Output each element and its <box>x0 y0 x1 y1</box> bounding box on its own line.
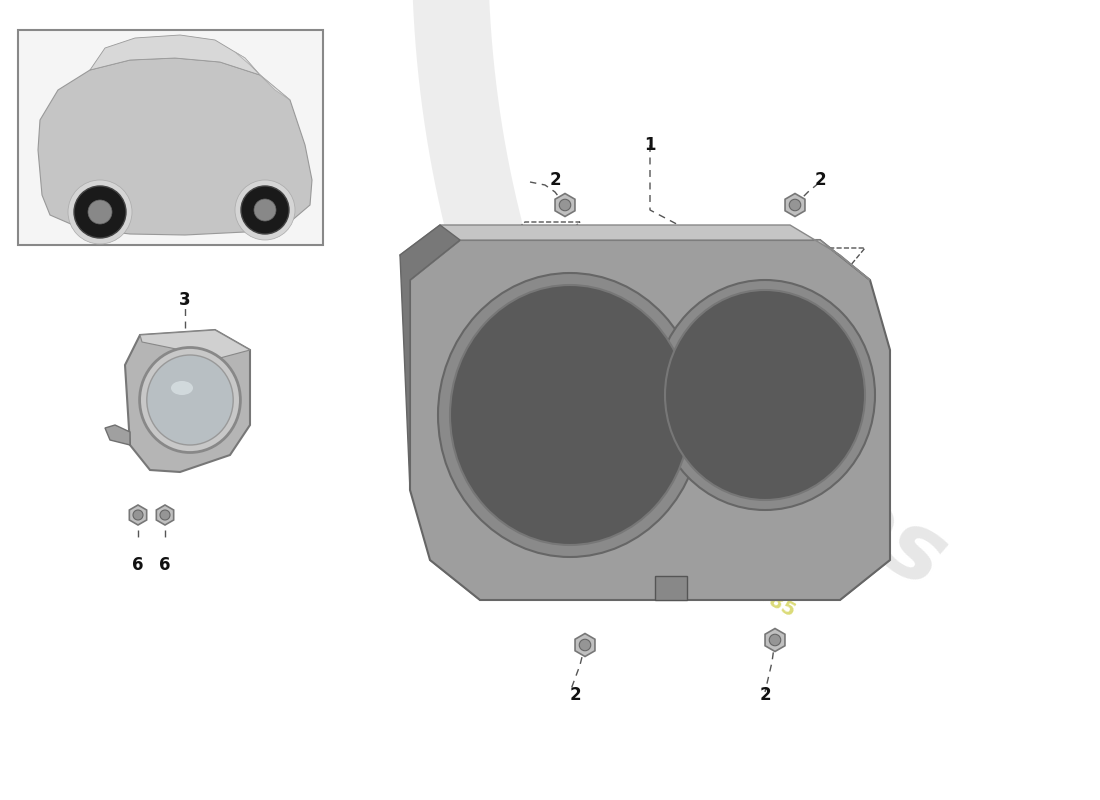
Text: 2: 2 <box>814 171 826 189</box>
Polygon shape <box>235 52 290 100</box>
FancyBboxPatch shape <box>654 576 688 600</box>
Polygon shape <box>156 505 174 525</box>
Polygon shape <box>556 194 575 217</box>
Polygon shape <box>90 35 260 75</box>
Polygon shape <box>785 194 805 217</box>
Ellipse shape <box>170 381 192 395</box>
Circle shape <box>133 510 143 520</box>
Circle shape <box>580 639 591 650</box>
Ellipse shape <box>438 273 702 557</box>
Polygon shape <box>400 225 460 490</box>
Circle shape <box>160 510 170 520</box>
Circle shape <box>769 634 781 646</box>
FancyBboxPatch shape <box>18 30 323 245</box>
Polygon shape <box>400 225 870 280</box>
Text: 2: 2 <box>549 171 561 189</box>
Text: eurospares: eurospares <box>398 230 961 610</box>
Circle shape <box>254 199 276 221</box>
Circle shape <box>68 180 132 244</box>
Polygon shape <box>764 629 785 651</box>
Text: 6: 6 <box>132 556 144 574</box>
Text: 2: 2 <box>569 686 581 704</box>
Circle shape <box>559 199 571 210</box>
Polygon shape <box>130 505 146 525</box>
Text: 2: 2 <box>759 686 771 704</box>
Ellipse shape <box>654 280 875 510</box>
Circle shape <box>790 199 801 210</box>
Polygon shape <box>39 58 312 235</box>
Circle shape <box>235 180 295 240</box>
Polygon shape <box>410 240 890 600</box>
Circle shape <box>88 200 112 224</box>
Polygon shape <box>430 560 890 600</box>
Polygon shape <box>140 330 250 358</box>
Ellipse shape <box>140 347 241 453</box>
Polygon shape <box>575 634 595 657</box>
Ellipse shape <box>146 355 233 445</box>
Text: 3: 3 <box>179 291 190 309</box>
Ellipse shape <box>450 285 690 545</box>
Circle shape <box>241 186 289 234</box>
Polygon shape <box>104 425 130 445</box>
Text: 1: 1 <box>645 136 656 154</box>
Text: 6: 6 <box>160 556 170 574</box>
Circle shape <box>74 186 126 238</box>
Polygon shape <box>125 330 250 472</box>
Text: a passion for parts since 1985: a passion for parts since 1985 <box>502 439 799 621</box>
Ellipse shape <box>666 290 865 500</box>
